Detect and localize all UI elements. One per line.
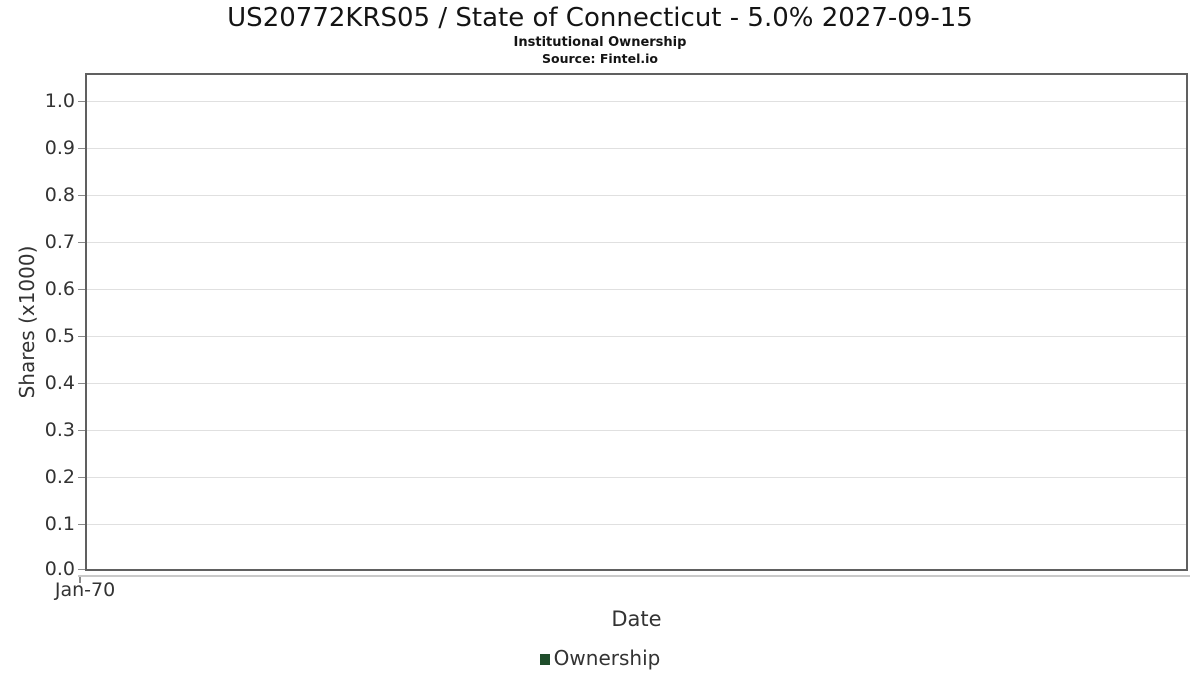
y-tick-label: 0.1 (44, 513, 75, 535)
y-tick-mark (78, 289, 85, 290)
y-tick-mark (78, 477, 85, 478)
y-axis-title: Shares (x1000) (15, 245, 39, 399)
plot-area (85, 73, 1188, 571)
legend-item-label: Ownership (553, 646, 661, 670)
gridline (87, 477, 1186, 478)
y-tick-mark (78, 524, 85, 525)
chart-subtitle: Institutional Ownership (513, 35, 687, 50)
y-tick-mark (78, 383, 85, 384)
y-tick-label: 0.9 (44, 137, 75, 159)
gridline (87, 524, 1186, 525)
y-tick-mark (78, 148, 85, 149)
y-tick-mark (78, 569, 85, 570)
y-tick-label: 0.4 (44, 372, 75, 394)
y-tick-label: 0.0 (44, 558, 75, 580)
y-tick-mark (78, 430, 85, 431)
y-tick-label: 0.5 (44, 325, 75, 347)
y-tick-mark (78, 242, 85, 243)
gridline (87, 242, 1186, 243)
gridline (87, 195, 1186, 196)
legend: Ownership (0, 646, 1200, 670)
chart-title: US20772KRS05 / State of Connecticut - 5.… (227, 3, 973, 33)
y-tick-mark (78, 101, 85, 102)
legend-marker-icon (539, 653, 550, 665)
y-tick-label: 0.3 (44, 419, 75, 441)
gridline (87, 336, 1186, 337)
y-tick-mark (78, 195, 85, 196)
y-tick-mark (78, 336, 85, 337)
gridline (87, 430, 1186, 431)
x-tick-label: Jan-70 (54, 579, 116, 601)
y-tick-label: 1.0 (44, 90, 75, 112)
x-axis-title: Date (611, 607, 662, 631)
x-axis-line (78, 575, 1190, 577)
y-tick-label: 0.2 (44, 466, 75, 488)
gridline (87, 101, 1186, 102)
gridline (87, 148, 1186, 149)
x-tick-mark (79, 576, 81, 583)
gridline (87, 289, 1186, 290)
y-tick-label: 0.8 (44, 184, 75, 206)
gridline (87, 383, 1186, 384)
chart-source-note: Source: Fintel.io (542, 51, 658, 66)
y-tick-label: 0.6 (44, 278, 75, 300)
y-tick-label: 0.7 (44, 231, 75, 253)
